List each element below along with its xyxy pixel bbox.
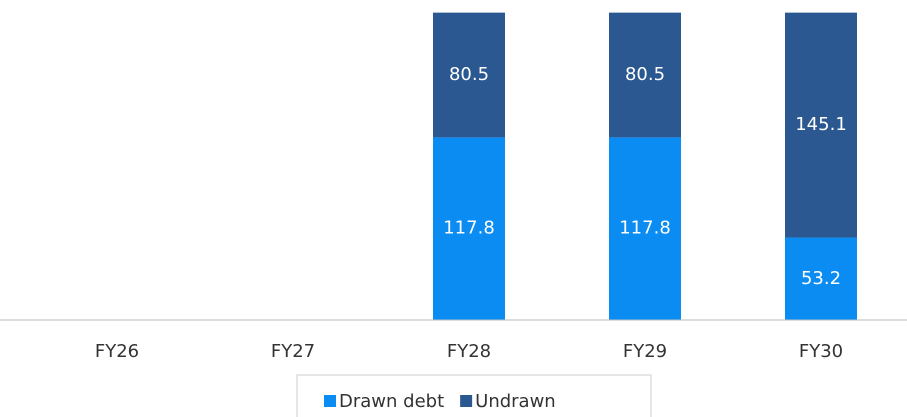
x-tick-label: FY30 [799, 341, 843, 362]
bar-segment [609, 137, 681, 320]
legend-swatch [460, 395, 473, 407]
x-tick-label: FY29 [623, 341, 667, 362]
bar-segment [433, 137, 505, 320]
data-label: 80.5 [625, 64, 665, 85]
data-label: 53.2 [801, 268, 841, 289]
legend-swatch [324, 395, 336, 407]
bar-segment [785, 12, 857, 238]
x-tick-label: FY27 [271, 341, 315, 362]
x-tick-label: FY28 [447, 341, 491, 362]
data-label: 117.8 [443, 218, 495, 239]
bar-segment [433, 12, 505, 138]
bar-segment [785, 237, 857, 320]
x-tick-label: FY26 [95, 341, 139, 362]
data-label: 117.8 [619, 218, 671, 239]
legend-label: Drawn debt [339, 391, 444, 412]
bar-segment [609, 12, 681, 138]
data-label: 80.5 [449, 64, 489, 85]
legend-box [296, 374, 652, 417]
data-label: 145.1 [795, 114, 847, 135]
legend-label: Undrawn [475, 391, 556, 412]
